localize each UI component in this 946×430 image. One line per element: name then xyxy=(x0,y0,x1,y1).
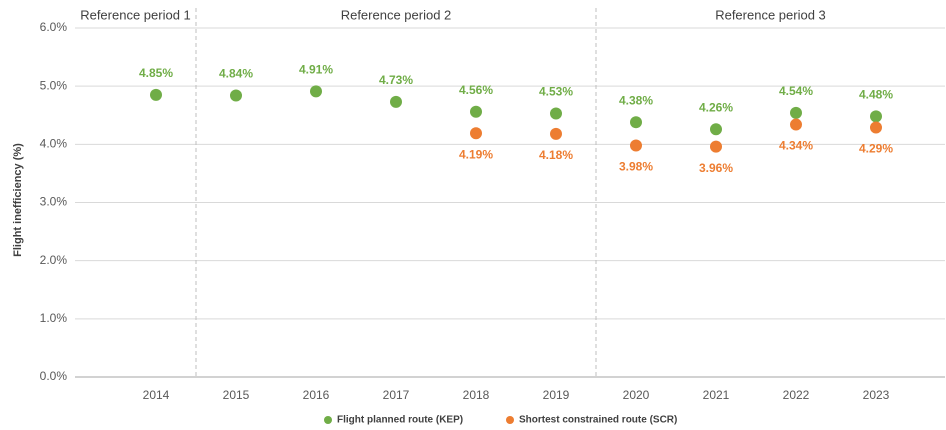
value-label: 4.54% xyxy=(779,84,813,98)
x-tick-label: 2022 xyxy=(783,388,810,402)
dot xyxy=(390,95,402,108)
dot xyxy=(470,127,482,140)
dot xyxy=(230,89,242,102)
dot xyxy=(710,140,722,153)
y-tick-label: 0.0% xyxy=(40,369,68,383)
x-tick-label: 2019 xyxy=(543,388,570,402)
x-tick-label: 2021 xyxy=(703,388,730,402)
legend-marker xyxy=(324,416,332,424)
period-label: Reference period 3 xyxy=(715,7,826,22)
dot xyxy=(550,107,562,120)
value-label: 4.34% xyxy=(779,139,813,153)
y-tick-label: 2.0% xyxy=(40,253,68,267)
legend-label: Shortest constrained route (SCR) xyxy=(519,415,677,426)
y-tick-label: 6.0% xyxy=(40,20,68,34)
dot xyxy=(630,139,642,152)
dot xyxy=(150,88,162,101)
value-label: 4.91% xyxy=(299,63,333,77)
legend-marker xyxy=(506,416,514,424)
period-label: Reference period 2 xyxy=(341,7,452,22)
dot xyxy=(310,85,322,98)
value-label: 4.29% xyxy=(859,142,893,156)
value-label: 4.73% xyxy=(379,73,413,87)
x-tick-label: 2018 xyxy=(463,388,490,402)
value-label: 4.26% xyxy=(699,100,733,114)
dot xyxy=(710,123,722,136)
dot xyxy=(870,121,882,134)
value-label: 4.84% xyxy=(219,67,253,81)
dot xyxy=(790,118,802,131)
y-tick-label: 1.0% xyxy=(40,311,68,325)
value-label: 4.85% xyxy=(139,66,173,80)
x-tick-label: 2015 xyxy=(223,388,250,402)
x-tick-label: 2023 xyxy=(863,388,890,402)
period-label: Reference period 1 xyxy=(80,7,191,22)
dot xyxy=(470,105,482,118)
value-label: 4.56% xyxy=(459,83,493,97)
y-tick-label: 5.0% xyxy=(40,78,68,92)
value-label: 4.19% xyxy=(459,147,493,161)
value-label: 4.48% xyxy=(859,88,893,102)
value-label: 3.96% xyxy=(699,161,733,175)
value-label: 4.18% xyxy=(539,148,573,162)
y-tick-label: 4.0% xyxy=(40,137,68,151)
value-label: 4.53% xyxy=(539,85,573,99)
value-label: 3.98% xyxy=(619,160,653,174)
legend-label: Flight planned route (KEP) xyxy=(337,415,463,426)
x-tick-label: 2016 xyxy=(303,388,330,402)
dot xyxy=(630,116,642,129)
x-tick-label: 2014 xyxy=(143,388,170,402)
y-axis-label: Flight inefficiency (%) xyxy=(12,143,24,257)
dot xyxy=(550,127,562,140)
y-tick-label: 3.0% xyxy=(40,195,68,209)
dot xyxy=(870,110,882,123)
value-label: 4.38% xyxy=(619,93,653,107)
dot xyxy=(790,106,802,119)
x-tick-label: 2017 xyxy=(383,388,410,402)
x-tick-label: 2020 xyxy=(623,388,650,402)
